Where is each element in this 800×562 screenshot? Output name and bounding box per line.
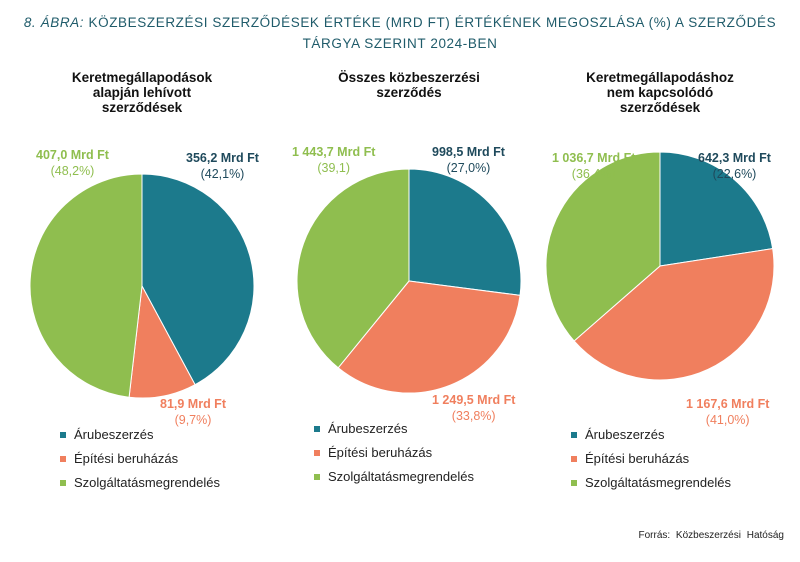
legend-swatch — [571, 479, 577, 486]
value-label: 1 167,6 Mrd Ft — [686, 397, 770, 411]
legend-item: Árubeszerzés — [60, 427, 153, 443]
chart-title-line: alapján lehívott — [92, 85, 192, 100]
pie-slice-szolgaltatas — [296, 168, 410, 369]
pie-slice-epitesi — [573, 248, 775, 381]
legend-label: Árubeszerzés — [585, 427, 665, 442]
chart-title: Összes közbeszerzési szerződés — [294, 70, 524, 100]
legend-item: Építési beruházás — [571, 451, 689, 467]
legend-item: Árubeszerzés — [571, 427, 664, 443]
figure-label: 8. ábra: — [23, 15, 85, 30]
percent-label: (9,7%) — [174, 413, 212, 427]
value-label: 998,5 Mrd Ft — [432, 145, 505, 159]
percent-label: (39,1) — [317, 161, 351, 175]
percent-label: (22,6%) — [712, 167, 757, 181]
chart-title-line: szerződés — [376, 85, 442, 100]
pie-chart — [29, 173, 255, 399]
percent-label: (41,0%) — [705, 413, 750, 427]
legend-swatch — [571, 455, 577, 462]
legend-swatch — [314, 449, 320, 456]
legend-swatch — [60, 479, 66, 486]
value-label: 407,0 Mrd Ft — [36, 148, 109, 162]
percent-label: (48,2%) — [50, 164, 95, 178]
legend-swatch — [571, 431, 577, 438]
value-label: 1 249,5 Mrd Ft — [432, 393, 516, 407]
legend-label: Építési beruházás — [585, 451, 690, 466]
legend-label: Építési beruházás — [328, 445, 433, 460]
legend-item: Szolgáltatásmegrendelés — [60, 475, 220, 491]
pie-slice-arubeszerzes — [141, 173, 255, 386]
legend-swatch — [60, 455, 66, 462]
chart-title-line: Összes közbeszerzési — [338, 70, 480, 85]
data-label: 407,0 Mrd Ft (48,2%) — [36, 147, 109, 179]
legend-swatch — [314, 425, 320, 432]
pie-slice-szolgaltatas — [29, 173, 143, 398]
chart-title: Keretmegállapodáshoz nem kapcsolódó szerző… — [545, 70, 775, 115]
chart-title-line: Keretmegállapodáshoz — [586, 70, 734, 85]
legend-item: Építési beruházás — [314, 445, 432, 461]
legend-label: Szolgáltatásmegrendelés — [74, 475, 220, 490]
data-label: 1 167,6 Mrd Ft (41,0%) — [686, 396, 769, 428]
percent-label: (33,8%) — [451, 409, 496, 423]
percent-label: (27,0%) — [446, 161, 491, 175]
legend-swatch — [314, 473, 320, 480]
legend-item: Építési beruházás — [60, 451, 178, 467]
data-label: 1 249,5 Mrd Ft (33,8%) — [432, 392, 515, 424]
figure-title-line2: tárgya szerint 2024-ben — [302, 36, 498, 51]
value-label: 642,3 Mrd Ft — [698, 151, 771, 165]
legend-label: Szolgáltatásmegrendelés — [328, 469, 474, 484]
pie-slice-epitesi — [337, 280, 521, 394]
value-label: 356,2 Mrd Ft — [186, 151, 259, 165]
value-label: 1 036,7 Mrd Ft — [552, 151, 636, 165]
legend-label: Árubeszerzés — [74, 427, 154, 442]
data-label: 1 036,7 Mrd Ft (36,4%) — [552, 150, 635, 182]
percent-label: (36,4%) — [571, 167, 616, 181]
figure-title-line1: 8. ábra: Közbeszerzési szerződések érték… — [0, 12, 800, 33]
legend-label: Szolgáltatásmegrendelés — [585, 475, 731, 490]
legend-label: Árubeszerzés — [328, 421, 408, 436]
chart-title-line: nem kapcsolódó — [606, 85, 714, 100]
pie-slice-arubeszerzes — [659, 151, 774, 267]
legend-swatch — [60, 431, 66, 438]
chart-title-line: Keretmegállapodások — [71, 70, 213, 85]
legend-item: Szolgáltatásmegrendelés — [571, 475, 731, 491]
pie-slice-szolgaltatas — [545, 151, 661, 342]
data-label: 356,2 Mrd Ft (42,1%) — [186, 150, 259, 182]
pie-slice-arubeszerzes — [408, 168, 522, 296]
data-label: 1 443,7 Mrd Ft (39,1) — [292, 144, 375, 176]
source-note: Forrás: Közbeszerzési Hatóság — [638, 530, 784, 541]
pie-chart — [296, 168, 522, 394]
legend-item: Árubeszerzés — [314, 421, 407, 437]
value-label: 1 443,7 Mrd Ft — [292, 145, 376, 159]
chart-title-line: szerződések — [619, 100, 701, 115]
value-label: 81,9 Mrd Ft — [160, 397, 226, 411]
data-label: 998,5 Mrd Ft (27,0%) — [432, 144, 505, 176]
percent-label: (42,1%) — [200, 167, 245, 181]
data-label: 642,3 Mrd Ft (22,6%) — [698, 150, 771, 182]
data-label: 81,9 Mrd Ft (9,7%) — [160, 396, 226, 428]
figure-title-text: Közbeszerzési szerződések értéke (Mrd Ft… — [88, 15, 777, 30]
legend-label: Építési beruházás — [74, 451, 179, 466]
figure-title: 8. ábra: Közbeszerzési szerződések érték… — [0, 12, 800, 54]
chart-title: Keretmegállapodások alapján lehívott szerz… — [27, 70, 257, 115]
chart-title-line: szerződések — [101, 100, 183, 115]
pie-chart — [545, 151, 775, 381]
legend-item: Szolgáltatásmegrendelés — [314, 469, 474, 485]
